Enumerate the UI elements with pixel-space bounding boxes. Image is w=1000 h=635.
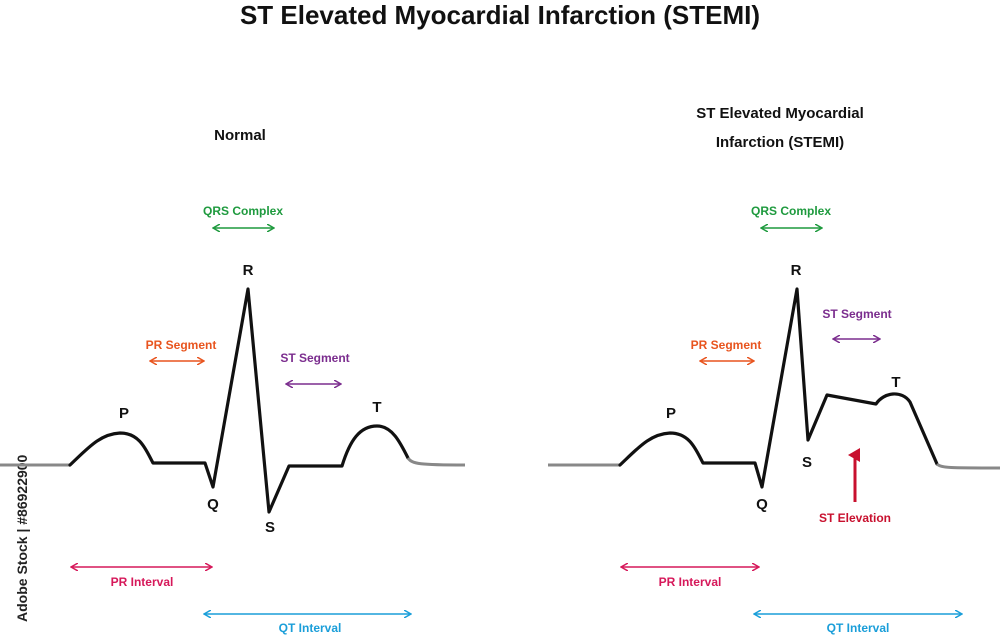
normal-pr-segment-label: PR Segment <box>146 338 217 352</box>
normal-qt-interval-label: QT Interval <box>279 621 342 635</box>
stemi-wave-r: R <box>791 262 802 279</box>
normal-panel: Normal QRS Complex PR Segment ST Segment… <box>0 127 466 635</box>
normal-qrs-label: QRS Complex <box>203 204 283 218</box>
normal-wave-p: P <box>119 405 129 422</box>
normal-baseline-right <box>406 457 466 467</box>
watermark-text: Adobe Stock | #86922900 <box>14 454 30 622</box>
normal-pr-interval-label: PR Interval <box>111 575 174 589</box>
stemi-wave-t: T <box>891 374 900 391</box>
stemi-qrs-label: QRS Complex <box>751 204 831 218</box>
normal-wave-t: T <box>372 399 381 416</box>
normal-ecg-trace <box>68 287 410 514</box>
stemi-pr-segment-label: PR Segment <box>691 338 762 352</box>
stemi-st-segment-label: ST Segment <box>822 307 891 321</box>
stemi-ecg-trace <box>618 287 939 489</box>
normal-heading: Normal <box>214 127 266 144</box>
normal-wave-r: R <box>243 262 254 279</box>
stemi-heading-line1: ST Elevated Myocardial <box>696 105 864 122</box>
normal-wave-q: Q <box>207 496 219 513</box>
stemi-wave-q: Q <box>756 496 768 513</box>
stemi-wave-p: P <box>666 405 676 422</box>
stemi-baseline-right <box>935 462 1000 470</box>
stemi-heading-line2: Infarction (STEMI) <box>716 134 844 151</box>
normal-st-segment-label: ST Segment <box>280 351 349 365</box>
normal-wave-s: S <box>265 519 275 536</box>
st-elevation-label: ST Elevation <box>819 511 891 525</box>
stemi-qt-interval-label: QT Interval <box>827 621 890 635</box>
stemi-pr-interval-label: PR Interval <box>659 575 722 589</box>
main-title: ST Elevated Myocardial Infarction (STEMI… <box>240 0 760 30</box>
stemi-wave-s: S <box>802 454 812 471</box>
stemi-panel: ST Elevated Myocardial Infarction (STEMI… <box>548 105 1000 635</box>
